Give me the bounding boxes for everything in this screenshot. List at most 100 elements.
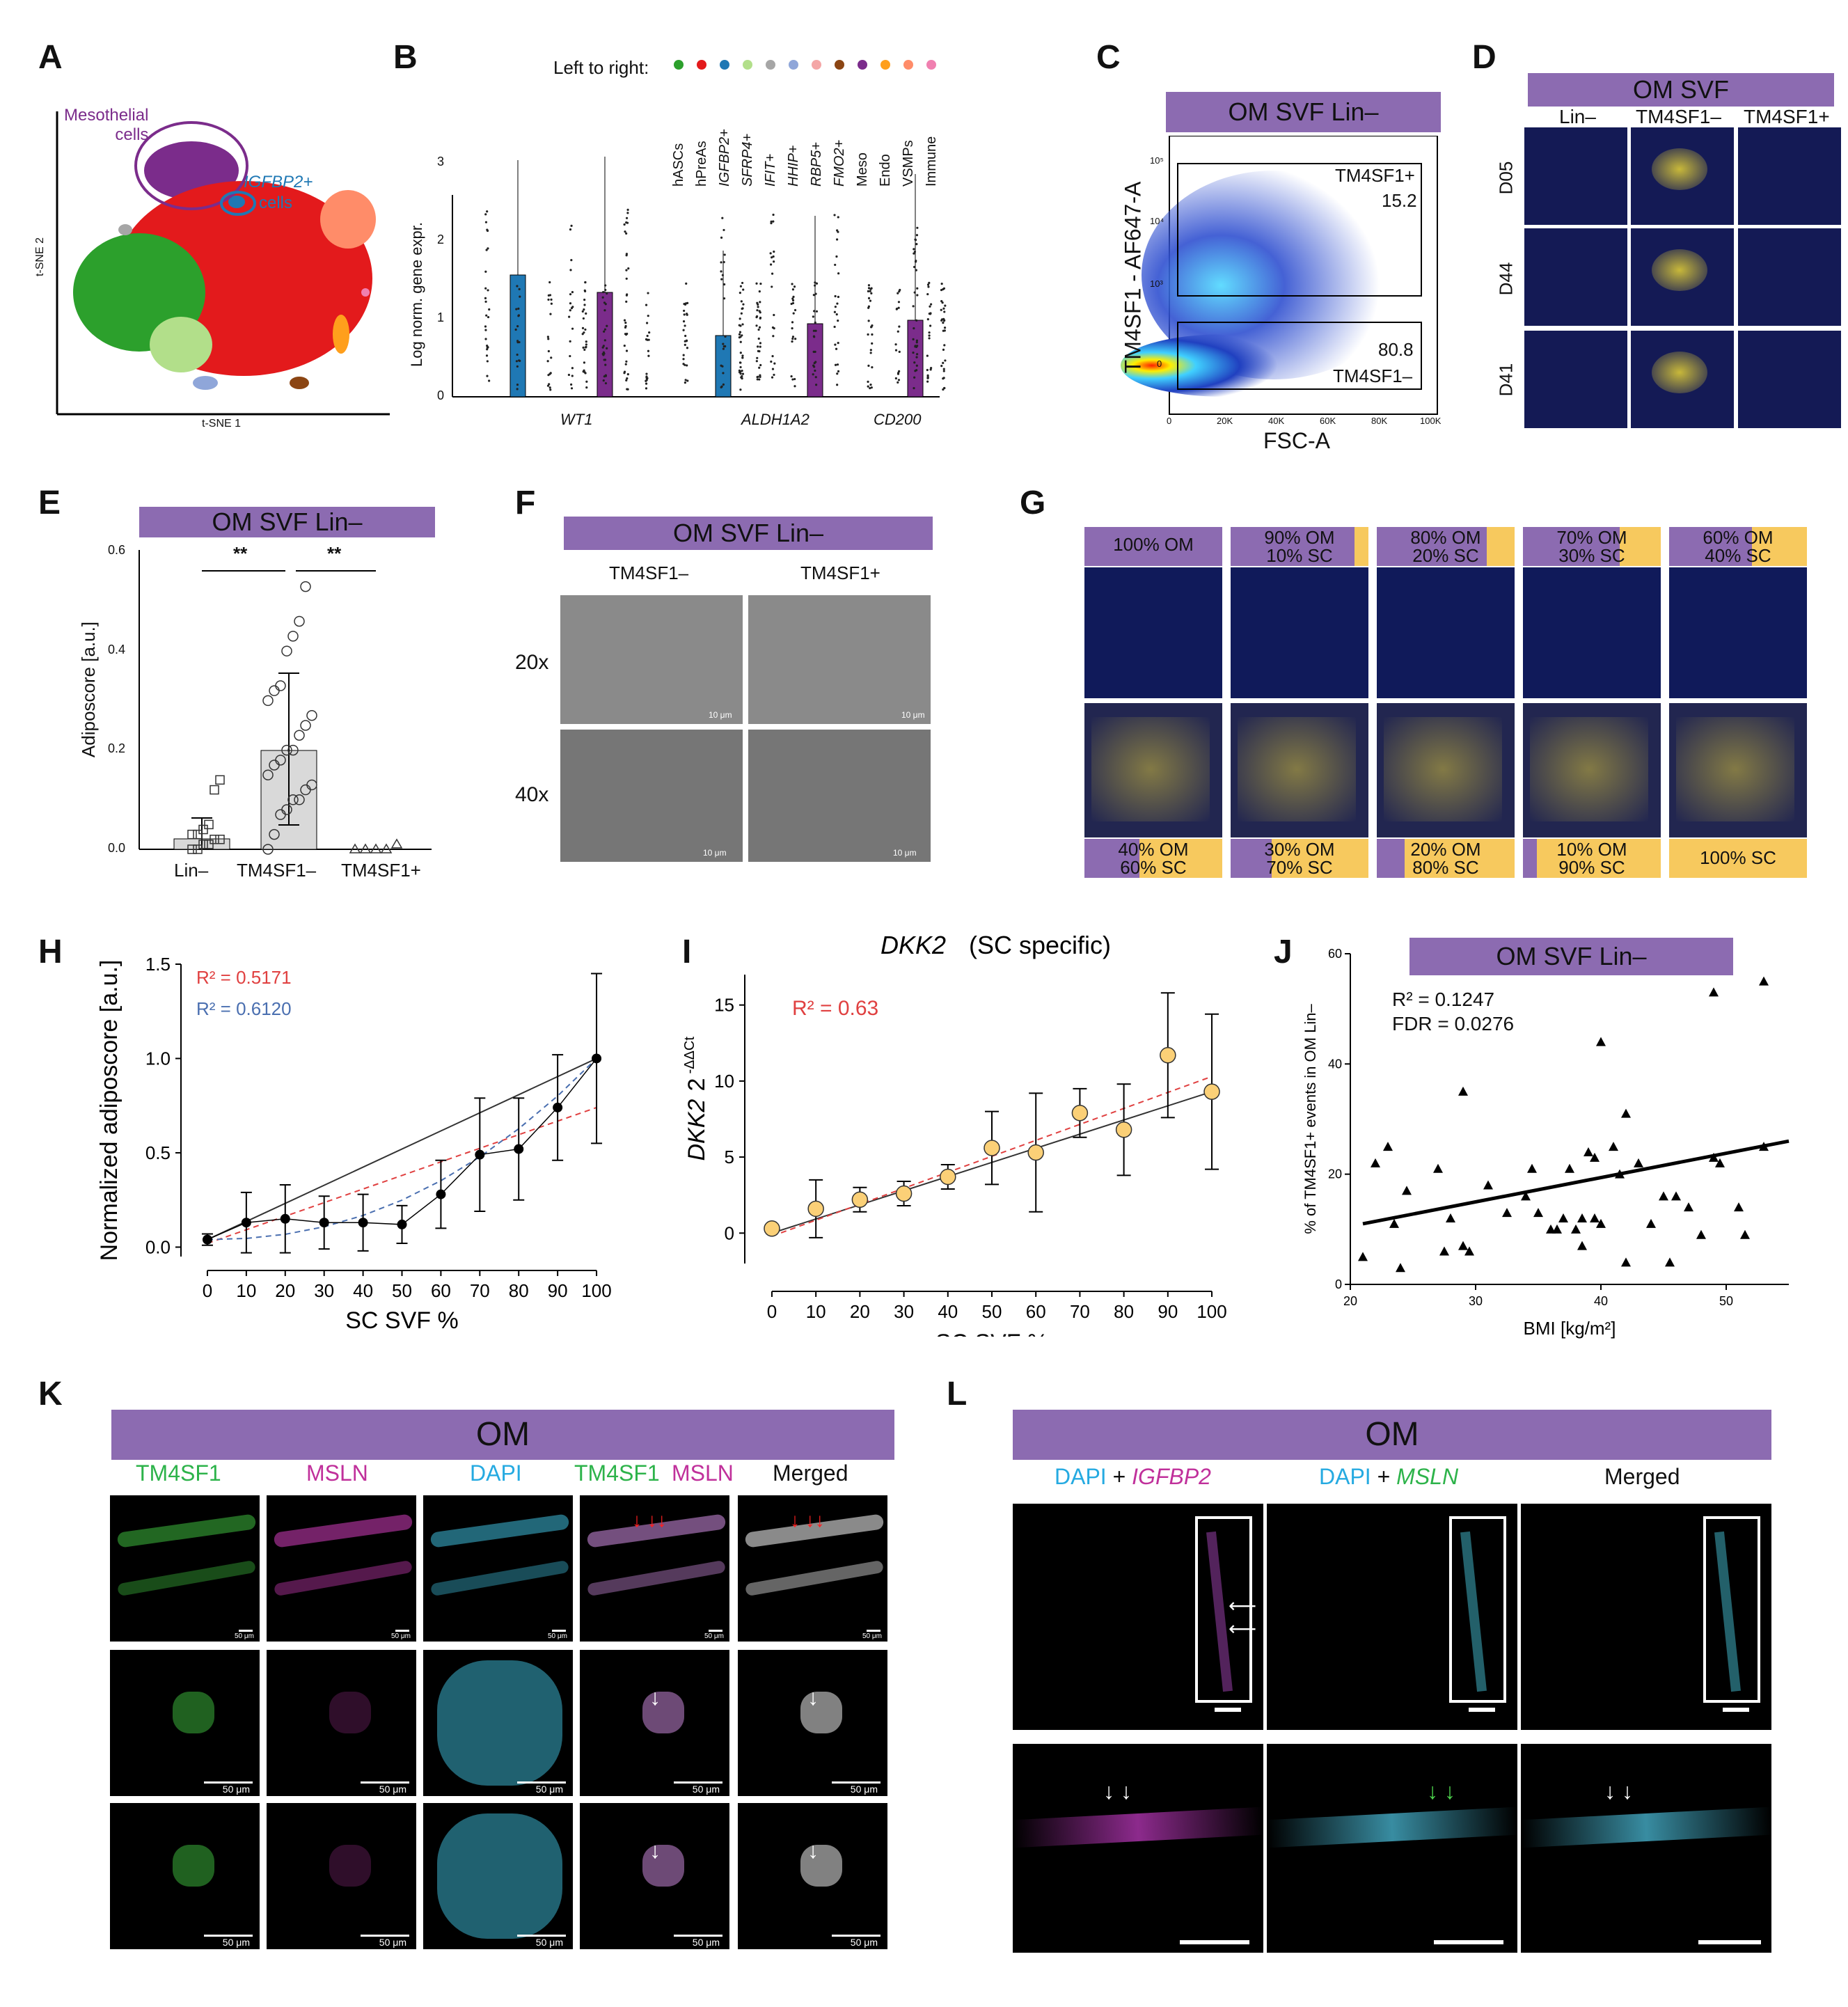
b-outlier-dot: [915, 234, 919, 237]
b-outlier-dot: [603, 339, 606, 342]
b-outlier-dot: [625, 360, 628, 363]
e-point-lin: [193, 844, 203, 854]
j-data-point: [1446, 1213, 1455, 1222]
j-data-point: [1646, 1218, 1656, 1228]
b-outlier-dot: [930, 367, 933, 370]
b-outlier-dot: [773, 373, 775, 377]
b-outlier-dot: [517, 314, 521, 317]
c-gate-neg: TM4SF1–: [1333, 365, 1413, 386]
g-bottom-om-label-3: 10% OM: [1556, 839, 1627, 860]
b-outlier-dot: [759, 363, 762, 367]
b-outlier-dot: [549, 388, 552, 391]
i-data-point: [984, 1140, 1000, 1156]
b-outlier-dot: [928, 281, 931, 284]
b-outlier-dot: [720, 278, 723, 281]
l-image-top-0: ⟵ ⟵: [1013, 1504, 1263, 1730]
k-scale-bar: [552, 1630, 566, 1632]
outlier-dots: [484, 208, 947, 391]
b-outlier-dot: [624, 322, 627, 324]
b-outlier-dot: [485, 354, 489, 357]
b-outlier-dot: [647, 354, 650, 357]
f-scale-label-4: 10 μm: [893, 848, 917, 858]
b-outlier-dot: [488, 379, 491, 382]
j-data-point: [1609, 1142, 1618, 1151]
k-cell-signal: [329, 1845, 371, 1887]
k-tissue-band: [116, 1513, 257, 1548]
b-outlier-dot: [485, 314, 488, 317]
b-outlier-dot: [550, 302, 553, 305]
b-outlier-dot: [739, 317, 741, 320]
b-outlier-dot: [647, 338, 650, 341]
legend-dot-0: [674, 60, 684, 70]
b-outlier-dot: [585, 340, 587, 343]
j-data-point: [1571, 1224, 1581, 1234]
g-top-om-label-3: 70% OM: [1556, 527, 1627, 548]
g-top-sc-label-1: 10% SC: [1266, 545, 1333, 566]
b-outlier-dot: [812, 294, 815, 297]
panel-f-banner: OM SVF Lin–: [564, 517, 933, 550]
b-outlier-dot: [926, 292, 929, 296]
g-bottom-om-label-2: 20% OM: [1410, 839, 1481, 860]
h-r2-blue: R² = 0.6120: [196, 998, 292, 1019]
k-tissue-band: [429, 1559, 570, 1597]
b-outlier-dot: [516, 383, 519, 386]
k-scale-label: 50 μm: [391, 1632, 411, 1640]
b-outlier-dot: [913, 248, 915, 251]
b-outlier-dot: [758, 310, 761, 313]
h-data-point: [241, 1218, 251, 1228]
b-outlier-dot: [684, 343, 686, 346]
yellow-signal: [1652, 148, 1707, 190]
panel-l-banner: OM: [1013, 1410, 1771, 1460]
b-outlier-dot: [928, 337, 931, 340]
k-col-combo-a: TM4SF1: [574, 1461, 660, 1486]
b-outlier-dot: [484, 300, 487, 303]
panel-label-b: B: [393, 39, 418, 76]
b-outlier-dot: [741, 370, 743, 372]
c-xtick-4: 80K: [1371, 416, 1388, 426]
b-outlier-dot: [771, 355, 774, 358]
g-top-om-fill-1: [1231, 527, 1355, 566]
g-top-om-label-1: 90% OM: [1264, 527, 1335, 548]
e-point-neg: [275, 680, 286, 691]
b-outlier-dot: [913, 361, 916, 364]
h-xtick-label: 70: [470, 1280, 490, 1301]
j-data-point: [1483, 1180, 1493, 1190]
e-point-lin: [198, 824, 208, 835]
h-data-point: [358, 1218, 368, 1228]
b-outlier-dot: [791, 338, 794, 340]
b-outlier-dot: [570, 387, 574, 390]
b-outlier-dot: [870, 325, 873, 328]
b-outlier-dot: [942, 348, 945, 351]
j-data-point: [1433, 1163, 1443, 1173]
b-outlier-dot: [601, 296, 604, 299]
b-outlier-dot: [913, 386, 915, 390]
b-outlier-dot: [486, 375, 489, 377]
b-outlier-dot: [601, 346, 604, 349]
i-xtick-label: 20: [850, 1301, 870, 1322]
b-outlier-dot: [771, 256, 773, 259]
panel-label-g: G: [1020, 485, 1046, 521]
l-tissue-band: [1267, 1807, 1517, 1848]
b-outlier-dot: [518, 288, 521, 291]
b-outlier-dot: [684, 302, 688, 305]
k-image-r1-c4: ↓ 50 μm: [738, 1650, 887, 1796]
g-image-top-2: [1377, 567, 1515, 698]
e-point-pos: [390, 838, 403, 849]
j-data-point: [1621, 1108, 1631, 1118]
e-point-neg: [306, 779, 317, 791]
b-outlier-dot: [571, 327, 574, 330]
k-white-arrow: ↓: [807, 1685, 819, 1710]
b-outlier-dot: [756, 378, 759, 381]
j-data-point: [1577, 1241, 1587, 1250]
i-ylabel-expr: 2: [684, 1078, 710, 1092]
l-scale-bar-top: [1469, 1708, 1495, 1712]
b-outlier-dot: [940, 300, 943, 303]
b-outlier-dot: [571, 367, 574, 370]
b-outlier-dot: [915, 364, 918, 367]
k-scale-bar: [239, 1630, 253, 1632]
tsne-plot: [56, 111, 390, 416]
k-scale-bar: [204, 1781, 253, 1784]
f-image-20x-pos: [748, 595, 931, 724]
panel-h-chart: 0.0 0.5 1.0 1.5 0 10 20 30 40 50 60 70 80 90 100 SC SVF…: [90, 943, 647, 1334]
b-outlier-dot: [487, 247, 489, 250]
